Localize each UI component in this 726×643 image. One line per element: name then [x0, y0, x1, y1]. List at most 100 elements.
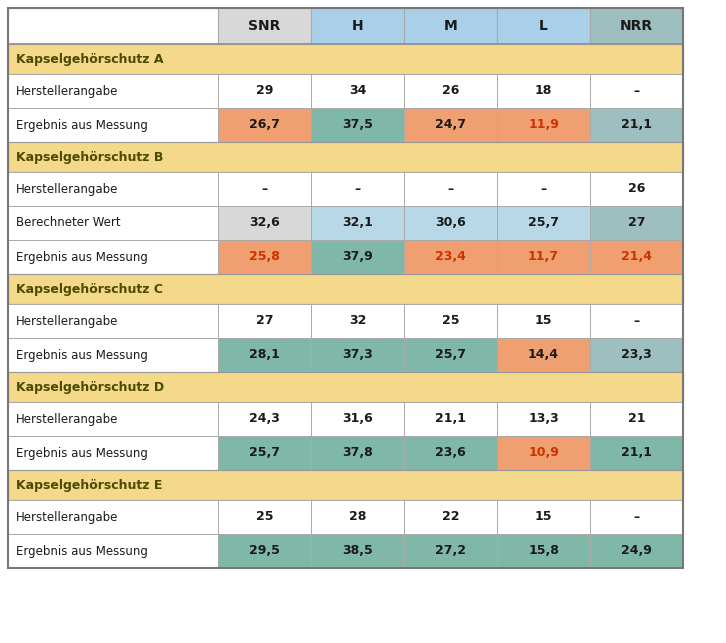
Bar: [8, 44, 683, 74]
Text: 28,1: 28,1: [249, 349, 280, 361]
Bar: [497, 206, 590, 240]
Bar: [497, 500, 590, 534]
Text: 32: 32: [348, 314, 366, 327]
Bar: [218, 402, 311, 436]
Bar: [404, 172, 497, 206]
Bar: [311, 240, 404, 274]
Text: 32,6: 32,6: [249, 217, 280, 230]
Bar: [404, 402, 497, 436]
Text: 27: 27: [628, 217, 645, 230]
Text: 25,7: 25,7: [528, 217, 559, 230]
Bar: [218, 338, 311, 372]
Bar: [497, 8, 590, 44]
Bar: [8, 338, 218, 372]
Text: 21,1: 21,1: [621, 118, 652, 132]
Text: 25,8: 25,8: [249, 251, 280, 264]
Bar: [218, 172, 311, 206]
Text: 26: 26: [442, 84, 459, 98]
Text: 25: 25: [441, 314, 460, 327]
Bar: [590, 338, 683, 372]
Bar: [590, 402, 683, 436]
Bar: [311, 8, 404, 44]
Text: 25,7: 25,7: [435, 349, 466, 361]
Text: 23,4: 23,4: [435, 251, 466, 264]
Text: Kapselgehörschutz B: Kapselgehörschutz B: [16, 150, 163, 163]
Bar: [497, 108, 590, 142]
Text: 15: 15: [535, 314, 552, 327]
Text: L: L: [539, 19, 548, 33]
Text: –: –: [261, 183, 268, 195]
Text: Kapselgehörschutz A: Kapselgehörschutz A: [16, 53, 163, 66]
Bar: [8, 470, 683, 500]
Bar: [497, 240, 590, 274]
Text: 34: 34: [348, 84, 366, 98]
Bar: [218, 8, 311, 44]
Text: –: –: [447, 183, 454, 195]
Bar: [8, 142, 683, 172]
Bar: [8, 534, 218, 568]
Text: Berechneter Wert: Berechneter Wert: [16, 217, 121, 230]
Bar: [311, 338, 404, 372]
Text: 25: 25: [256, 511, 273, 523]
Text: Herstellerangabe: Herstellerangabe: [16, 84, 118, 98]
Bar: [497, 304, 590, 338]
Bar: [8, 206, 683, 240]
Bar: [8, 74, 218, 108]
Text: Kapselgehörschutz E: Kapselgehörschutz E: [16, 478, 163, 491]
Text: NRR: NRR: [620, 19, 653, 33]
Bar: [8, 8, 683, 568]
Text: 21,1: 21,1: [435, 413, 466, 426]
Bar: [590, 534, 683, 568]
Bar: [218, 74, 311, 108]
Bar: [8, 304, 218, 338]
Text: Herstellerangabe: Herstellerangabe: [16, 314, 118, 327]
Bar: [8, 172, 683, 206]
Text: Ergebnis aus Messung: Ergebnis aus Messung: [16, 349, 148, 361]
Bar: [8, 436, 218, 470]
Bar: [590, 500, 683, 534]
Bar: [8, 402, 683, 436]
Bar: [8, 172, 218, 206]
Bar: [8, 470, 683, 500]
Text: M: M: [444, 19, 457, 33]
Bar: [404, 534, 497, 568]
Bar: [590, 206, 683, 240]
Text: 14,4: 14,4: [528, 349, 559, 361]
Bar: [590, 436, 683, 470]
Bar: [8, 338, 683, 372]
Bar: [404, 8, 497, 44]
Text: Herstellerangabe: Herstellerangabe: [16, 511, 118, 523]
Bar: [8, 436, 683, 470]
Text: 24,7: 24,7: [435, 118, 466, 132]
Text: 32,1: 32,1: [342, 217, 373, 230]
Text: 28: 28: [348, 511, 366, 523]
Bar: [8, 240, 218, 274]
Text: Herstellerangabe: Herstellerangabe: [16, 413, 118, 426]
Bar: [404, 304, 497, 338]
Text: 21,1: 21,1: [621, 446, 652, 460]
Bar: [8, 274, 683, 304]
Bar: [404, 338, 497, 372]
Text: 37,9: 37,9: [342, 251, 373, 264]
Bar: [497, 74, 590, 108]
Bar: [218, 436, 311, 470]
Bar: [8, 142, 683, 172]
Text: 11,7: 11,7: [528, 251, 559, 264]
Text: Ergebnis aus Messung: Ergebnis aus Messung: [16, 446, 148, 460]
Text: 24,9: 24,9: [621, 545, 652, 557]
Text: 21,4: 21,4: [621, 251, 652, 264]
Text: 30,6: 30,6: [435, 217, 466, 230]
Text: 26: 26: [628, 183, 645, 195]
Bar: [311, 172, 404, 206]
Text: 18: 18: [535, 84, 552, 98]
Bar: [8, 44, 683, 74]
Text: H: H: [351, 19, 363, 33]
Bar: [404, 206, 497, 240]
Text: 22: 22: [441, 511, 460, 523]
Bar: [497, 172, 590, 206]
Bar: [404, 108, 497, 142]
Bar: [311, 436, 404, 470]
Text: SNR: SNR: [248, 19, 281, 33]
Text: 29,5: 29,5: [249, 545, 280, 557]
Text: 26,7: 26,7: [249, 118, 280, 132]
